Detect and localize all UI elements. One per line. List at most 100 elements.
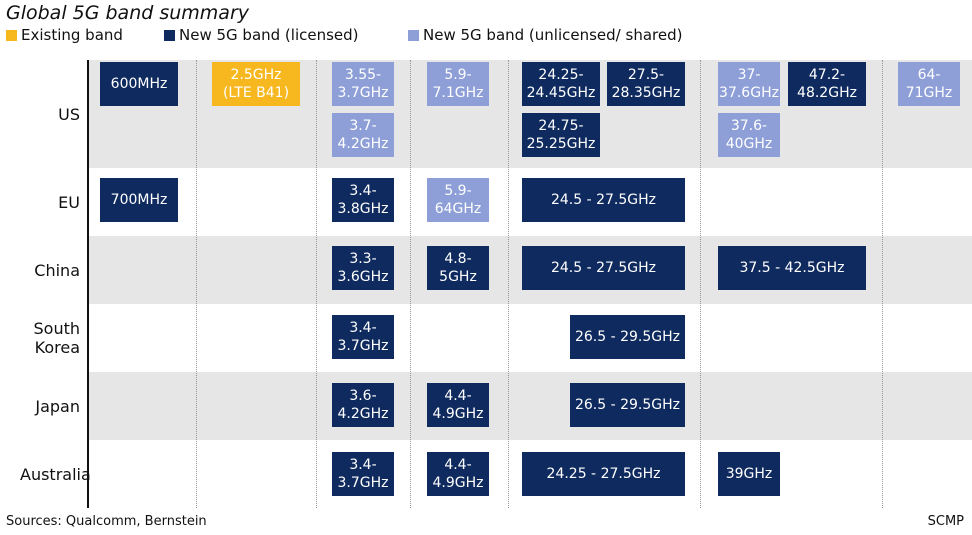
band-label: 3.7- [349,118,377,134]
band-label: 3.4- [349,320,377,336]
title: Global 5G band summary [6,2,250,24]
band-box: 37.6- 40GHz [718,113,780,157]
band-label: 64GHz [434,201,482,217]
band-label: 3.7GHz [337,85,389,101]
band-box: 3.55- 3.7GHz [332,62,394,106]
band-label: 3.7GHz [337,338,389,354]
country-name: EU [58,192,80,212]
country-label: EU [0,168,80,236]
band-box: 37- 37.6GHz [718,62,780,106]
country-name: South Korea [33,319,81,357]
band-box: 24.5 - 27.5GHz [522,246,685,290]
legend-swatch [408,29,419,41]
column-separator [196,60,197,508]
band-box: 3.4- 3.7GHz [332,315,394,359]
credit: SCMP [927,514,964,529]
band-label: 4.4- [444,388,472,404]
column-separator [316,60,317,508]
legend-label: New 5G band (unlicensed/ shared) [423,26,683,44]
country-label: US [0,60,80,168]
band-label: 24.75- [538,118,584,134]
band-label: 71GHz [905,85,953,101]
source: Sources: Qualcomm, Bernstein [6,514,207,529]
band-label: 24.45GHz [526,85,596,101]
band-box: 5.9- 7.1GHz [427,62,489,106]
country-name: Japan [35,396,80,416]
band-label: 4.9GHz [432,406,484,422]
band-box: 3.6- 4.2GHz [332,383,394,427]
band-box: 24.5 - 27.5GHz [522,178,685,222]
band-label: 7.1GHz [432,85,484,101]
band-box: 39GHz [718,452,780,496]
band-box: 3.4- 3.8GHz [332,178,394,222]
band-label: 3.4- [349,457,377,473]
band-label: 37.6GHz [719,85,779,101]
band-label: 40GHz [725,136,773,152]
band-label: 700MHz [110,192,168,208]
band-label: 24.5 - 27.5GHz [550,192,657,208]
band-box: 3.7- 4.2GHz [332,113,394,157]
band-label: 3.6- [349,388,377,404]
legend-item: New 5G band (licensed) [164,26,359,44]
row-background [88,372,972,440]
band-label: 25.25GHz [526,136,596,152]
band-box: 5.9- 64GHz [427,178,489,222]
band-label: 26.5 - 29.5GHz [574,329,681,345]
column-separator [882,60,883,508]
band-label: 2.5GHz [230,67,282,83]
band-box: 4.4- 4.9GHz [427,383,489,427]
band-label: 39GHz [725,466,773,482]
column-separator [410,60,411,508]
band-label: 4.4- [444,457,472,473]
band-label: (LTE B41) [222,85,290,101]
country-name: US [58,104,80,124]
band-label: 3.4- [349,183,377,199]
country-label: South Korea [0,304,81,372]
band-box: 2.5GHz (LTE B41) [212,62,300,106]
band-label: 4.8- [444,251,472,267]
band-box: 4.8- 5GHz [427,246,489,290]
country-label: Australia [0,440,91,508]
band-label: 3.8GHz [337,201,389,217]
band-label: 4.2GHz [337,406,389,422]
band-box: 3.3- 3.6GHz [332,246,394,290]
column-separator [700,60,701,508]
country-name: Australia [20,464,91,484]
band-box: 47.2- 48.2GHz [788,62,866,106]
axis-line [87,60,89,508]
band-label: 48.2GHz [797,85,857,101]
legend-swatch [164,29,175,41]
legend-label: New 5G band (licensed) [179,26,359,44]
legend-item: New 5G band (unlicensed/ shared) [408,26,682,44]
band-label: 37.6- [730,118,768,134]
band-label: 26.5 - 29.5GHz [574,397,681,413]
band-box: 37.5 - 42.5GHz [718,246,866,290]
band-label: 5.9- [444,183,472,199]
band-box: 4.4- 4.9GHz [427,452,489,496]
band-box: 24.25 - 27.5GHz [522,452,685,496]
legend-label: Existing band [21,26,123,44]
band-label: 3.3- [349,251,377,267]
column-separator [508,60,509,508]
band-box: 600MHz [100,62,178,106]
country-label: China [0,236,80,304]
band-box: 26.5 - 29.5GHz [570,315,685,359]
band-box: 64- 71GHz [898,62,960,106]
country-label: Japan [0,372,80,440]
band-box: 26.5 - 29.5GHz [570,383,685,427]
band-label: 3.7GHz [337,475,389,491]
band-label: 4.9GHz [432,475,484,491]
band-label: 47.2- [808,67,846,83]
legend-item: Existing band [6,26,123,44]
country-name: China [34,260,80,280]
band-label: 28.35GHz [611,85,681,101]
legend-swatch [6,29,17,41]
band-box: 700MHz [100,178,178,222]
band-label: 5.9- [444,67,472,83]
band-label: 24.25- [538,67,584,83]
band-box: 3.4- 3.7GHz [332,452,394,496]
band-label: 27.5- [627,67,665,83]
band-label: 3.6GHz [337,269,389,285]
band-label: 600MHz [110,76,168,92]
